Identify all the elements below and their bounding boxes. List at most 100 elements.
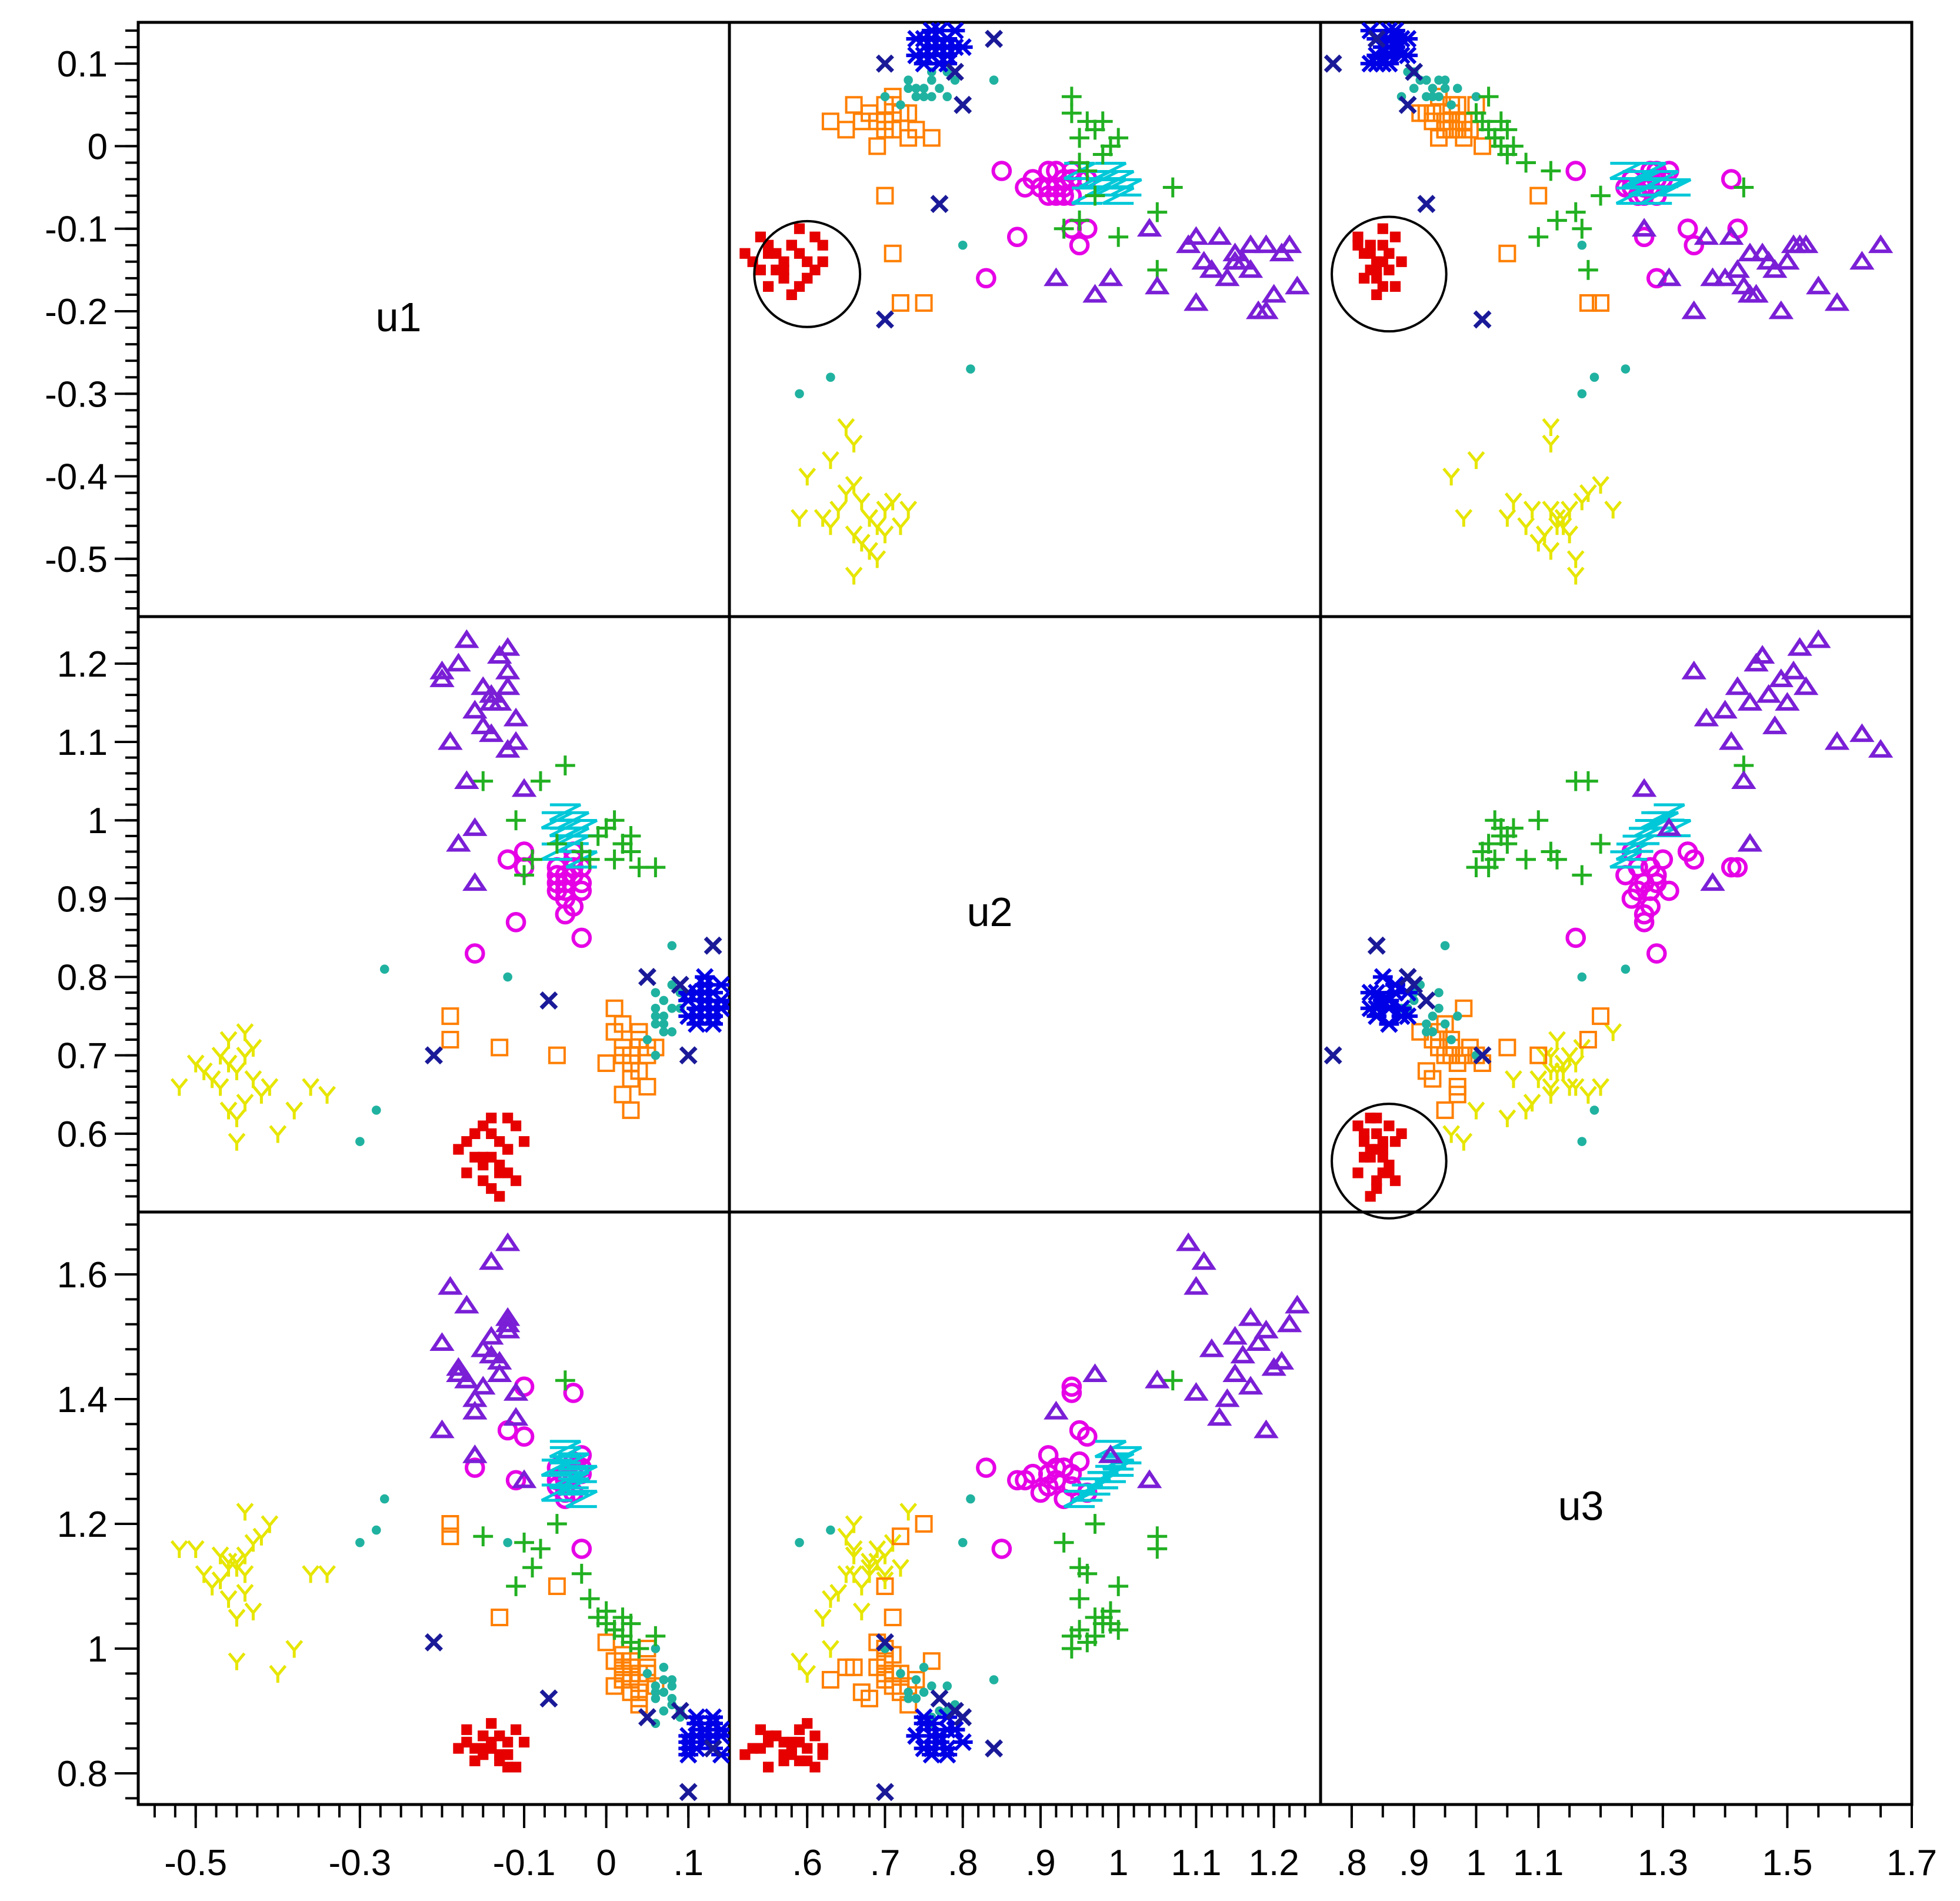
- data-point: [1238, 234, 1264, 254]
- data-point: [1085, 119, 1105, 140]
- data-point: [1721, 857, 1742, 878]
- data-point: [486, 1363, 512, 1382]
- data-point: [495, 660, 521, 680]
- data-point: [739, 1749, 751, 1760]
- data-point: [1849, 251, 1875, 270]
- data-point: [462, 1444, 488, 1463]
- data-point: [935, 84, 944, 94]
- data-point: [1446, 1035, 1456, 1044]
- data-point: [469, 1128, 481, 1139]
- series-navy: [1324, 29, 1492, 329]
- data-point: [1721, 169, 1742, 189]
- data-point: [555, 1370, 575, 1391]
- series-teal: [795, 67, 999, 399]
- data-point: [1725, 259, 1750, 278]
- data-point: [1434, 1003, 1444, 1013]
- data-point: [1069, 128, 1089, 148]
- data-point: [1175, 1232, 1201, 1251]
- data-point: [1046, 161, 1066, 181]
- data-point: [922, 1652, 941, 1670]
- data-point: [462, 872, 488, 891]
- data-point: [679, 1046, 698, 1065]
- data-point: [861, 542, 878, 560]
- data-point: [927, 75, 936, 85]
- data-point: [236, 1093, 254, 1112]
- data-point: [1108, 1576, 1129, 1596]
- data-point: [1030, 1482, 1051, 1503]
- series-navy: [425, 1633, 722, 1802]
- data-point: [1579, 1086, 1597, 1104]
- data-point: [1579, 1031, 1597, 1049]
- data-point: [1436, 1101, 1454, 1119]
- data-point: [1098, 267, 1124, 287]
- data-point: [911, 92, 921, 102]
- data-point: [1417, 991, 1436, 1010]
- data-point: [1517, 517, 1535, 535]
- data-point: [497, 849, 518, 870]
- data-point: [1276, 1313, 1302, 1333]
- data-point: [1086, 1471, 1119, 1490]
- data-point: [1681, 660, 1706, 680]
- data-point: [1700, 872, 1725, 891]
- data-point: [667, 980, 677, 990]
- data-point: [1054, 1457, 1074, 1478]
- data-point: [659, 1675, 669, 1684]
- series-red: [739, 223, 828, 301]
- series-green: [1054, 86, 1183, 280]
- data-point: [876, 1577, 894, 1595]
- data-point: [469, 1755, 481, 1766]
- data-point: [884, 244, 902, 262]
- data-point: [1015, 1470, 1035, 1491]
- data-point: [494, 1191, 505, 1202]
- data-point: [557, 1471, 589, 1490]
- data-point: [502, 1144, 514, 1155]
- data-point: [884, 1609, 902, 1626]
- data-point: [1184, 1276, 1209, 1295]
- data-point: [514, 1532, 534, 1553]
- data-point: [1424, 1070, 1442, 1088]
- data-point: [1405, 62, 1424, 81]
- data-point: [904, 1687, 913, 1697]
- data-point: [170, 1540, 188, 1558]
- data-point: [1452, 84, 1462, 94]
- data-point: [1656, 817, 1682, 836]
- data-point: [236, 1546, 254, 1564]
- data-point: [479, 692, 504, 711]
- data-point: [651, 988, 661, 997]
- data-point: [244, 1070, 262, 1088]
- data-point: [802, 1743, 813, 1754]
- data-point: [471, 676, 496, 695]
- data-point: [678, 1727, 699, 1745]
- series-orange: [441, 999, 665, 1119]
- data-point: [285, 1640, 304, 1658]
- data-point: [473, 771, 494, 791]
- data-point: [1206, 226, 1232, 245]
- data-point: [1561, 1047, 1579, 1065]
- data-point: [429, 1419, 455, 1439]
- data-point: [244, 1602, 262, 1620]
- data-point: [557, 827, 589, 845]
- x-tick-label-u2: 1.1: [1171, 1843, 1221, 1883]
- data-point: [1069, 1620, 1089, 1640]
- data-point: [1504, 818, 1524, 838]
- data-point: [195, 1062, 213, 1080]
- y-tick-label-u2: 1: [88, 801, 108, 841]
- data-point: [1371, 256, 1382, 267]
- data-point: [511, 778, 537, 797]
- data-point: [371, 1106, 381, 1115]
- data-point: [1061, 1376, 1082, 1397]
- data-point: [1756, 684, 1781, 703]
- data-point: [876, 121, 894, 139]
- data-point: [1749, 645, 1775, 664]
- data-point: [505, 912, 526, 933]
- data-point: [614, 1664, 632, 1683]
- data-point: [1365, 1191, 1376, 1202]
- data-point: [441, 1031, 459, 1049]
- data-point: [219, 1590, 238, 1608]
- data-point: [845, 434, 863, 453]
- data-point: [638, 1077, 656, 1096]
- data-point: [802, 256, 813, 267]
- data-point: [739, 248, 751, 259]
- series-navy: [875, 1633, 1004, 1802]
